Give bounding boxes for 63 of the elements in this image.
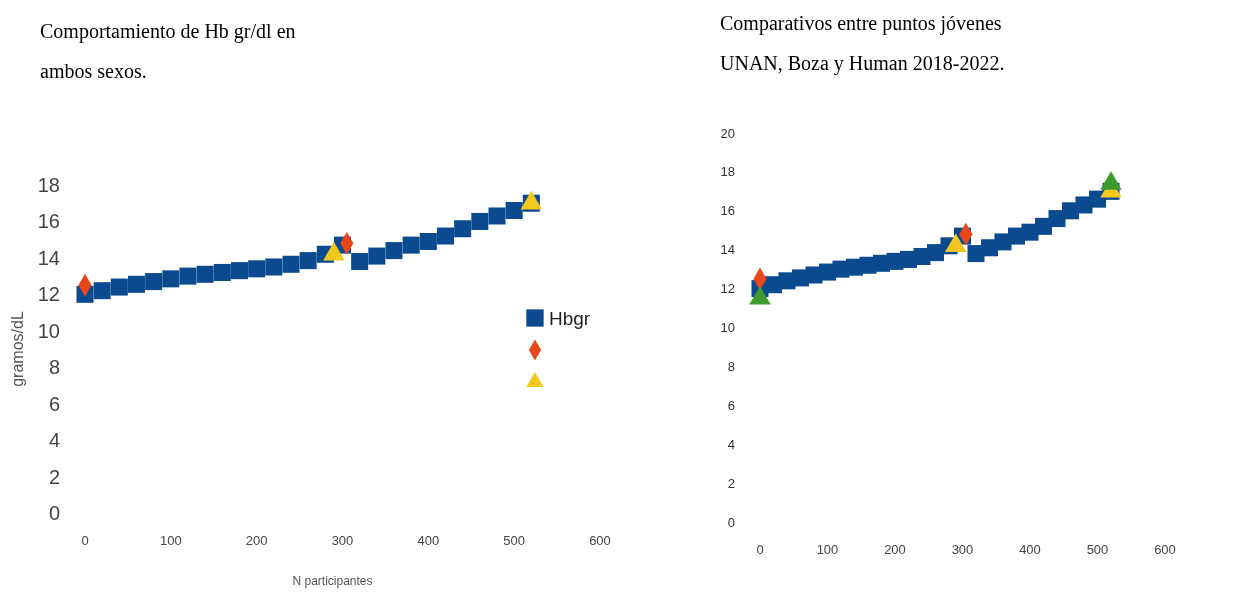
- x-tick-label: 0: [81, 533, 89, 548]
- y-tick-label: 4: [48, 429, 60, 452]
- x-tick-label: 200: [884, 542, 906, 557]
- y-tick-label: 2: [727, 475, 735, 491]
- x-tick-label: 500: [503, 533, 526, 548]
- point: [419, 232, 437, 250]
- y-tick-label: 6: [48, 392, 60, 415]
- y-tick-label: 14: [37, 246, 60, 269]
- point: [505, 202, 523, 220]
- point: [282, 255, 300, 273]
- point: [145, 273, 163, 291]
- y-tick-label: 10: [720, 320, 735, 336]
- y-tick-label: 2: [48, 465, 60, 488]
- legend-label: Hbgr: [549, 307, 591, 329]
- point: [162, 270, 180, 288]
- x-tick-label: 400: [1019, 542, 1041, 557]
- y-axis-title: gramos/dL: [9, 311, 26, 387]
- chart-title: Comportamiento de Hb gr/dl en ambos sexos.: [40, 20, 296, 82]
- x-tick-label: 300: [331, 533, 354, 548]
- x-tick-label: 600: [589, 533, 611, 548]
- point: [248, 260, 266, 278]
- x-tick-label: 500: [1086, 542, 1109, 557]
- y-tick-label: 0: [727, 514, 735, 530]
- x-tick-label: 400: [417, 533, 440, 548]
- point: [230, 262, 249, 280]
- y-tick-label: 8: [48, 356, 60, 379]
- point: [454, 220, 472, 238]
- x-tick-label: 200: [245, 533, 268, 548]
- chart-title: Comparativos entre puntos jóvenes UNAN, Boza y Human 2018-2022.: [720, 12, 1005, 75]
- y-tick-label: 4: [727, 436, 735, 452]
- y-tick-label: 16: [720, 203, 735, 219]
- point: [213, 263, 231, 281]
- y-tick-label: 8: [727, 358, 735, 374]
- y-tick-label: 10: [37, 319, 60, 342]
- point: [196, 265, 214, 283]
- y-tick-label: 16: [37, 210, 60, 233]
- point: [93, 282, 111, 300]
- y-tick-label: 18: [720, 164, 735, 180]
- point: [471, 212, 489, 230]
- x-tick-label: 600: [1154, 542, 1176, 557]
- y-tick-label: 20: [720, 125, 735, 141]
- point: [351, 253, 369, 271]
- x-tick-label: 0: [756, 542, 764, 557]
- x-tick-label: 100: [816, 542, 839, 557]
- x-axis-title: N participantes: [292, 574, 373, 588]
- y-tick-label: 18: [37, 174, 60, 196]
- point: [436, 227, 455, 245]
- y-tick-label: 12: [37, 283, 60, 306]
- y-tick-label: 0: [48, 502, 60, 524]
- y-tick-label: 12: [720, 281, 735, 297]
- x-tick-label: 300: [951, 542, 974, 557]
- point: [299, 252, 317, 270]
- y-tick-label: 14: [720, 242, 735, 258]
- point: [265, 258, 283, 276]
- point: [402, 236, 420, 254]
- y-tick-label: 6: [727, 397, 735, 413]
- point: [110, 278, 128, 296]
- point: [179, 267, 197, 285]
- point: [385, 242, 403, 260]
- point: [127, 275, 146, 293]
- point: [488, 207, 506, 225]
- x-tick-label: 100: [159, 533, 182, 548]
- point: [368, 247, 386, 265]
